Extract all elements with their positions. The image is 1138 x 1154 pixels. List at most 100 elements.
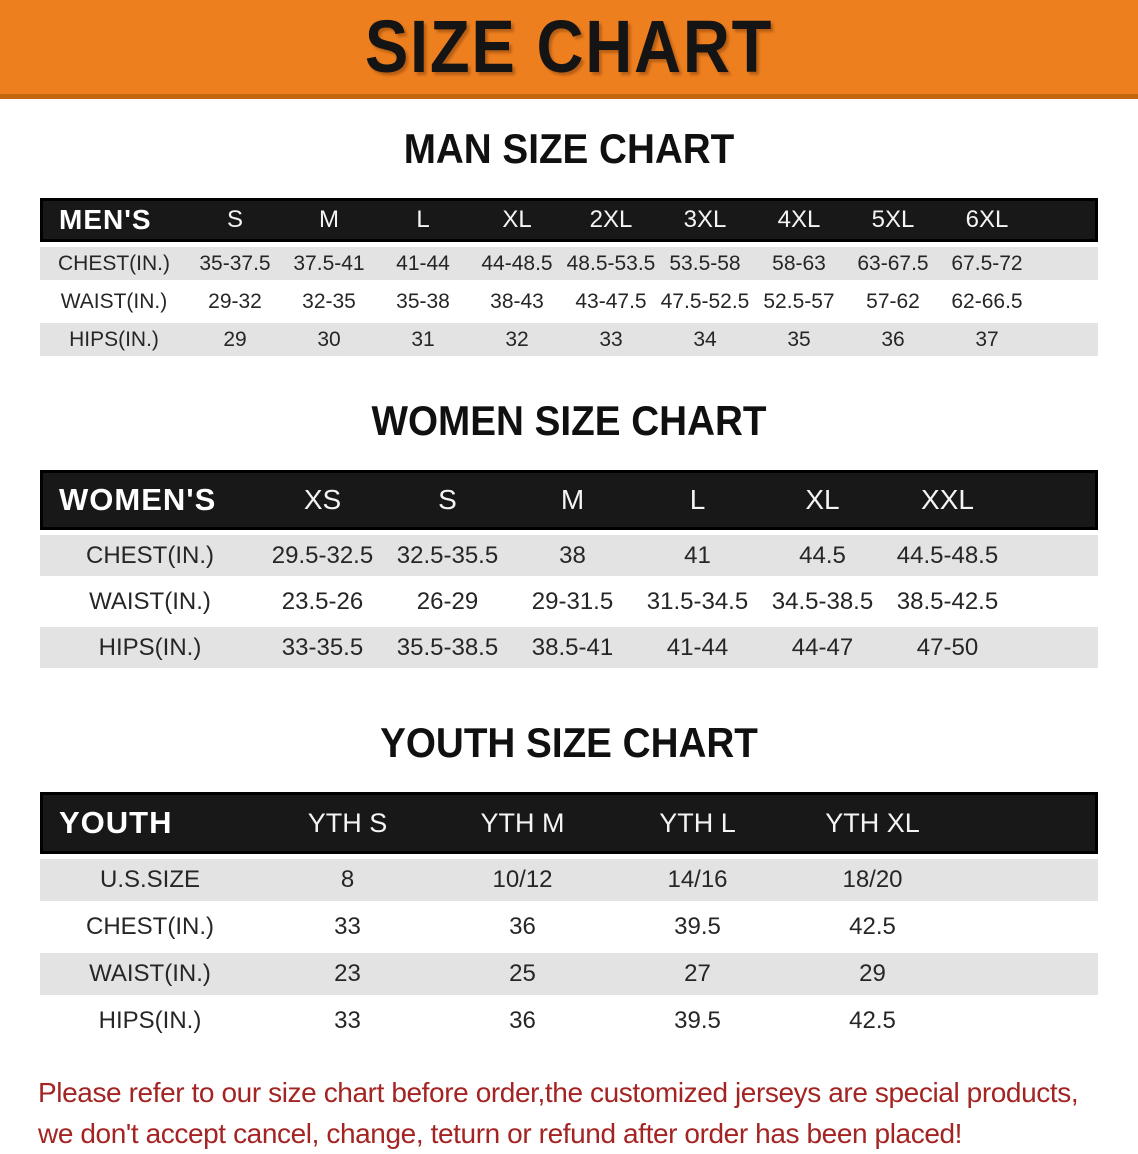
size-value-cell: 10/12 (435, 859, 610, 901)
youth-section-heading: YOUTH SIZE CHART (380, 719, 758, 766)
size-value-cell: 38.5-42.5 (896, 587, 999, 615)
column-header: YTH XL (785, 792, 960, 854)
size-value-cell: 44.5-48.5 (885, 535, 1010, 576)
size-value-cell: 39.5 (674, 1007, 721, 1034)
header-filler-cell (1034, 198, 1098, 242)
size-value-cell: 44-47 (760, 627, 885, 668)
size-value-cell: 32 (470, 323, 564, 356)
size-value-cell: 32-35 (302, 289, 356, 313)
row-filler-cell (960, 859, 1098, 901)
row-label: HIPS(IN.) (40, 627, 260, 668)
size-value-cell: 25 (435, 953, 610, 995)
table-row: CHEST(IN.) 29.5-32.5 32.5-35.5 38 41 44.5 44.5… (40, 535, 1098, 576)
table-row: U.S.SIZE 8 10/12 14/16 18/20 (40, 859, 1098, 901)
men-size-table: MEN'S S M L XL 2XL 3XL 4XL 5XL 6XL CHEST(IN.) 35-37… (40, 193, 1098, 361)
column-header: XXL (885, 470, 1010, 530)
header-row: YOUTH YTH S YTH M YTH L YTH XL (40, 792, 1098, 854)
size-value-cell: 42.5 (849, 913, 896, 940)
size-value-cell: 33-35.5 (260, 627, 385, 668)
row-label: HIPS(IN.) (98, 1007, 202, 1034)
column-header: 6XL (940, 198, 1034, 242)
size-value-cell: 29-31.5 (531, 587, 614, 615)
size-value-cell: 33 (334, 913, 361, 940)
row-label: WAIST(IN.) (60, 289, 168, 313)
size-value-cell: 36 (846, 323, 940, 356)
row-label: CHEST(IN.) (40, 247, 188, 280)
size-value-cell: 47-50 (885, 627, 1010, 668)
page-title: SIZE CHART (364, 5, 774, 88)
row-filler-cell (1010, 535, 1098, 576)
size-value-cell: 38.5-41 (510, 627, 635, 668)
row-filler-cell (960, 953, 1098, 995)
table-title: MEN'S (40, 198, 188, 242)
column-header: L (635, 470, 760, 530)
size-value-cell: 32.5-35.5 (385, 535, 510, 576)
row-label: HIPS(IN.) (40, 323, 188, 356)
size-value-cell: 47.5-52.5 (660, 289, 750, 313)
header-row: MEN'S S M L XL 2XL 3XL 4XL 5XL 6XL (40, 198, 1098, 242)
row-filler-cell (960, 906, 1098, 948)
size-value-cell: 8 (260, 859, 435, 901)
size-value-cell: 58-63 (752, 247, 846, 280)
column-header: YTH S (260, 792, 435, 854)
column-header: M (510, 470, 635, 530)
size-value-cell: 33 (564, 323, 658, 356)
size-value-cell: 62-66.5 (951, 289, 1023, 313)
row-filler-cell (960, 1000, 1098, 1042)
table-row: CHEST(IN.) 35-37.5 37.5-41 41-44 44-48.5 48.5… (40, 247, 1098, 280)
row-filler-cell (1034, 285, 1098, 318)
table-row: HIPS(IN.) 33-35.5 35.5-38.5 38.5-41 41-44 44-… (40, 627, 1098, 668)
footnote-line-1: Please refer to our size chart before or… (38, 1077, 1079, 1108)
column-header: YTH M (435, 792, 610, 854)
size-value-cell: 57-62 (866, 289, 920, 313)
size-value-cell: 37 (940, 323, 1034, 356)
size-value-cell: 36 (509, 913, 536, 940)
column-header: 5XL (846, 198, 940, 242)
column-header: S (188, 198, 282, 242)
column-header: 2XL (564, 198, 658, 242)
table-row: HIPS(IN.) 33 36 39.5 42.5 (40, 1000, 1098, 1042)
size-value-cell: 53.5-58 (658, 247, 752, 280)
section-women: WOMEN SIZE CHART WOMEN'S XS S M L XL XXL CHEST(… (0, 397, 1138, 673)
row-label: CHEST(IN.) (86, 913, 214, 940)
table-row: WAIST(IN.) 23 25 27 29 (40, 953, 1098, 995)
column-header: M (282, 198, 376, 242)
men-section-heading: MAN SIZE CHART (403, 125, 735, 172)
size-value-cell: 18/20 (785, 859, 960, 901)
size-value-cell: 23 (260, 953, 435, 995)
women-section-heading: WOMEN SIZE CHART (371, 397, 767, 444)
table-title: YOUTH (40, 792, 260, 854)
column-header: 3XL (658, 198, 752, 242)
size-value-cell: 29 (785, 953, 960, 995)
column-header: S (385, 470, 510, 530)
table-row: WAIST(IN.) 29-32 32-35 35-38 38-43 43-47.5 47.… (40, 285, 1098, 318)
size-value-cell: 44-48.5 (470, 247, 564, 280)
size-value-cell: 29.5-32.5 (260, 535, 385, 576)
size-value-cell: 44.5 (760, 535, 885, 576)
size-value-cell: 31 (376, 323, 470, 356)
row-filler-cell (1034, 323, 1098, 356)
youth-size-table: YOUTH YTH S YTH M YTH L YTH XL U.S.SIZE 8 10/12… (40, 787, 1098, 1047)
column-header: L (376, 198, 470, 242)
section-youth: YOUTH SIZE CHART YOUTH YTH S YTH M YTH L YTH… (0, 719, 1138, 1047)
row-filler-cell (1034, 247, 1098, 280)
column-header: XS (260, 470, 385, 530)
table-row: WAIST(IN.) 23.5-26 26-29 29-31.5 31.5-34.5 34… (40, 581, 1098, 622)
size-value-cell: 35-37.5 (188, 247, 282, 280)
size-value-cell: 27 (610, 953, 785, 995)
table-title: WOMEN'S (40, 470, 260, 530)
section-men: MAN SIZE CHART MEN'S S M L XL 2XL 3XL 4XL 5XL 6XL… (0, 125, 1138, 361)
size-value-cell: 33 (334, 1007, 361, 1034)
row-label: WAIST(IN.) (89, 587, 211, 615)
size-value-cell: 41-44 (376, 247, 470, 280)
column-header: 4XL (752, 198, 846, 242)
footnote: Please refer to our size chart before or… (38, 1073, 1138, 1154)
size-value-cell: 23.5-26 (281, 587, 364, 615)
size-value-cell: 29-32 (208, 289, 262, 313)
size-value-cell: 67.5-72 (940, 247, 1034, 280)
women-size-table: WOMEN'S XS S M L XL XXL CHEST(IN.) 29.5-32.5 32.5… (40, 465, 1098, 673)
size-value-cell: 37.5-41 (282, 247, 376, 280)
size-value-cell: 39.5 (674, 913, 721, 940)
size-value-cell: 26-29 (416, 587, 479, 615)
